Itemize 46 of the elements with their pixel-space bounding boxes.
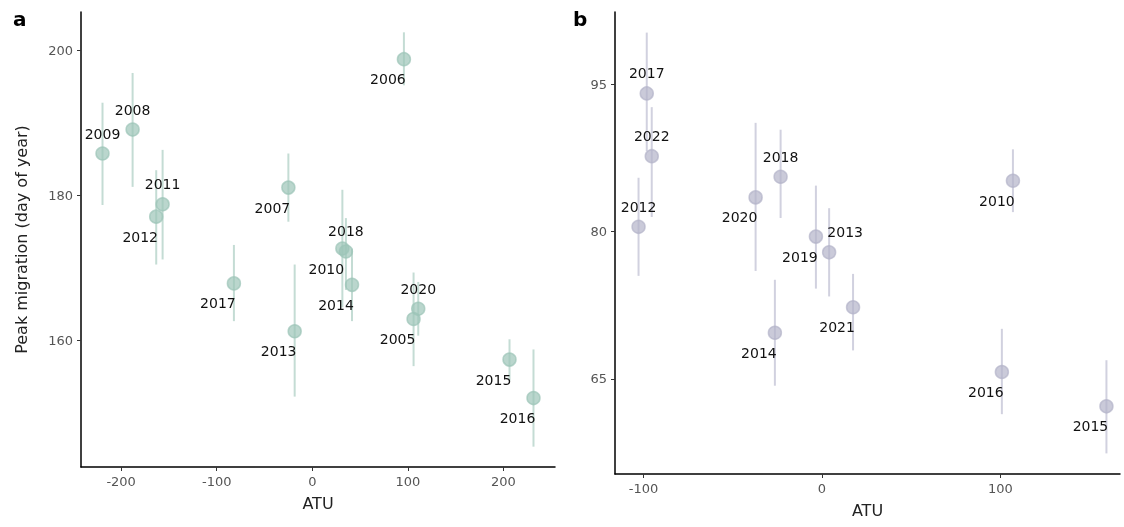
annotation: 2017 (628, 65, 665, 82)
x-tick-label: -100 (628, 481, 659, 496)
annotation: 2014 (318, 296, 354, 313)
annotation: 2012 (122, 228, 159, 245)
annotation: 2013 (827, 224, 863, 241)
annotation: 2020 (400, 280, 437, 297)
x-tick-label: 100 (395, 474, 421, 489)
annotation: 2005 (379, 330, 416, 347)
annotation: 2014 (741, 344, 777, 361)
y-axis-title: Peak migration (day of year) (11, 125, 31, 354)
annotation: 2010 (308, 260, 345, 277)
annotation: 2007 (254, 199, 291, 216)
chart-title: a (13, 7, 27, 31)
annotation: 2019 (782, 248, 818, 265)
y-tick-label: 160 (48, 333, 73, 349)
y-tick-label: 180 (48, 188, 73, 204)
annotation: 2017 (200, 295, 236, 312)
annotation: 2013 (260, 343, 297, 360)
annotation: 2015 (1072, 418, 1109, 435)
y-tick-label: 65 (590, 371, 607, 387)
y-tick-label: 200 (48, 42, 73, 58)
annotation: 2018 (762, 148, 799, 165)
annotation: 2016 (499, 410, 536, 427)
annotation: 2012 (620, 198, 657, 215)
chart-title: b (573, 7, 588, 31)
annotation: 2020 (721, 209, 758, 226)
x-tick-label: 200 (490, 474, 516, 489)
annotation: 2015 (475, 371, 512, 388)
x-tick-label: 0 (308, 474, 317, 489)
annotation: 2009 (84, 125, 121, 142)
x-tick-label: 0 (817, 481, 827, 496)
y-tick-label: 80 (590, 224, 607, 240)
annotation: 2010 (979, 192, 1015, 209)
annotation: 2011 (144, 176, 181, 193)
x-axis-title: ATU (302, 493, 334, 513)
annotation: 2022 (633, 128, 670, 145)
x-axis-title: ATU (851, 500, 884, 520)
x-tick-label: -200 (106, 474, 136, 489)
x-tick-label: 100 (988, 481, 1013, 496)
annotation: 2021 (819, 319, 855, 336)
annotation: 2016 (968, 383, 1004, 400)
y-tick-label: 95 (590, 77, 607, 93)
annotation: 2008 (114, 101, 151, 118)
x-tick-label: -100 (201, 474, 232, 489)
annotation: 2018 (328, 223, 364, 240)
annotation: 2006 (370, 71, 406, 88)
